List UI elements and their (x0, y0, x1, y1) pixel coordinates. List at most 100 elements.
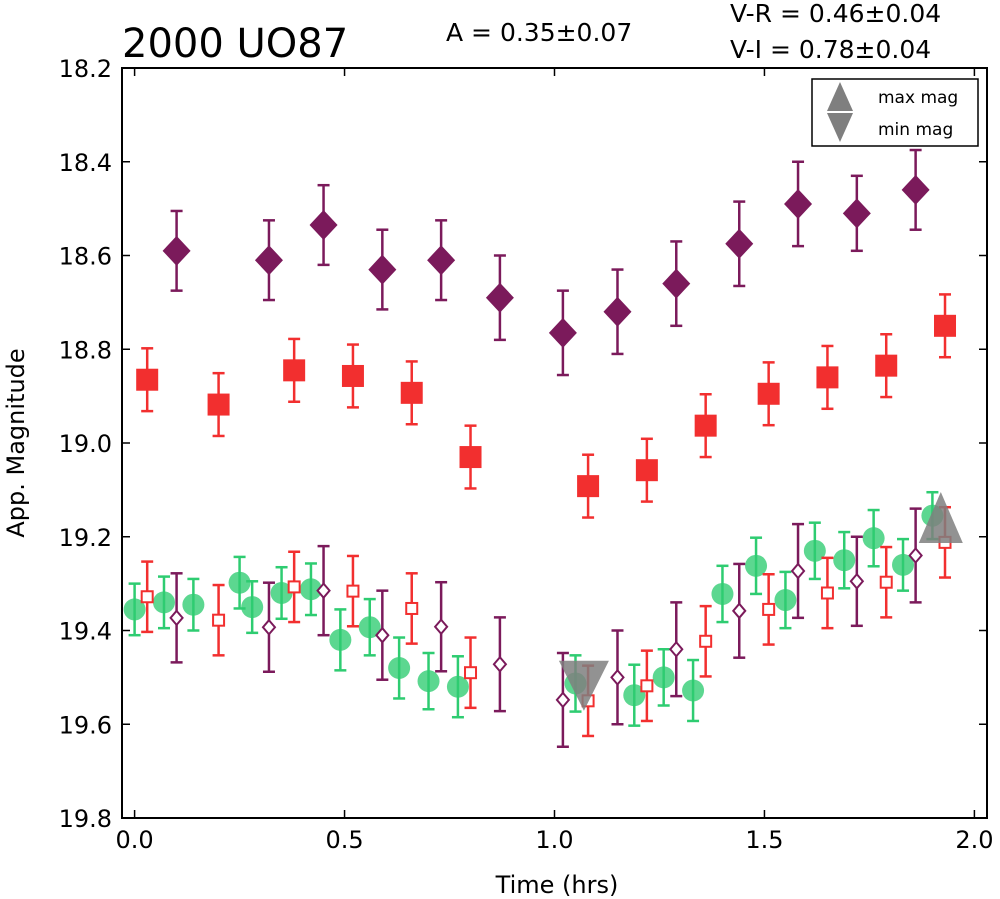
data-point (862, 527, 885, 550)
data-point (152, 591, 175, 614)
data-point (603, 296, 632, 327)
x-tick-label: 0.5 (325, 826, 363, 854)
data-point (849, 572, 865, 590)
data-point (270, 582, 293, 604)
data-point (492, 655, 508, 673)
data-point (341, 364, 364, 387)
data-point (375, 626, 390, 644)
data-point (908, 546, 923, 565)
data-point (283, 359, 306, 382)
data-point (309, 210, 338, 241)
data-point (358, 616, 381, 639)
data-point (162, 235, 191, 266)
data-point (790, 562, 806, 580)
data-point (711, 582, 734, 605)
data-point (682, 679, 705, 702)
data-point (662, 268, 691, 299)
data-point (169, 609, 184, 627)
series-square-filled (136, 293, 957, 519)
data-point (433, 618, 449, 636)
data-point (241, 596, 264, 619)
data-point (405, 601, 419, 615)
data-point (610, 668, 625, 686)
y-tick-label: 19.2 (59, 524, 112, 552)
data-point (901, 174, 930, 205)
y-tick-label: 18.6 (59, 243, 112, 271)
data-point (875, 354, 898, 377)
data-point (757, 382, 780, 405)
series-diamond-open (169, 507, 923, 748)
data-point (745, 554, 768, 577)
data-point (694, 414, 717, 437)
y-axis-title: App. Magnitude (2, 348, 30, 537)
y-tick-label: 18.8 (59, 336, 112, 364)
data-point (446, 675, 469, 698)
legend: max mag min mag (811, 78, 979, 147)
x-tick-label: 1.5 (745, 826, 783, 854)
data-point (784, 188, 813, 219)
triangle-down-icon (827, 113, 853, 142)
data-point (254, 245, 283, 276)
y-tick-label: 19.6 (59, 711, 112, 739)
data-point (485, 282, 514, 313)
y-axis: 18.2 18.4 18.6 18.8 19.0 19.2 19.4 19.6 19.8 (59, 55, 987, 833)
series-circle-filled (123, 490, 944, 727)
data-point (623, 684, 646, 707)
y-tick-label: 18.4 (59, 149, 112, 177)
y-tick-label: 19.4 (59, 618, 112, 646)
series-diamond-filled (162, 148, 930, 377)
data-point (934, 314, 957, 337)
color-vi-label: V-I = 0.78±0.04 (730, 35, 931, 64)
x-tick-label: 0.0 (116, 826, 154, 854)
data-point (182, 593, 205, 616)
data-point (228, 571, 251, 594)
data-point (635, 459, 658, 482)
data-point (417, 670, 440, 693)
legend-label-min: min mag (878, 120, 953, 140)
data-point (400, 381, 423, 404)
data-point (816, 366, 839, 389)
chart-title: 2000 UO87 (122, 21, 348, 67)
data-point (833, 549, 856, 572)
data-point (548, 317, 577, 348)
data-point (329, 628, 352, 651)
series-triangle-up (918, 492, 963, 544)
y-tick-label: 19.0 (59, 430, 112, 458)
data-point (842, 198, 871, 229)
data-point (725, 228, 754, 259)
x-axis: 0.0 0.5 1.0 1.5 2.0 (116, 68, 993, 854)
data-point (464, 666, 478, 680)
data-point (299, 578, 322, 601)
x-axis-title: Time (hrs) (495, 871, 619, 899)
data-point (388, 657, 411, 679)
data-point (640, 679, 654, 693)
data-point (261, 618, 277, 636)
data-point (287, 580, 301, 594)
data-point (212, 613, 226, 627)
y-tick-label: 19.8 (59, 805, 112, 833)
series-square-open (140, 505, 952, 738)
data-point (140, 590, 154, 604)
x-tick-label: 1.0 (535, 826, 573, 854)
data-point (762, 602, 776, 616)
data-point (368, 254, 397, 285)
data-point (699, 634, 713, 648)
data-point (731, 602, 747, 620)
data-point (668, 640, 684, 658)
data-point (427, 245, 456, 276)
data-point (316, 582, 331, 600)
data-series (123, 148, 963, 748)
series-triangle-down (558, 660, 609, 711)
min-mag-marker (558, 660, 609, 711)
data-point (820, 586, 834, 600)
x-tick-label: 2.0 (955, 826, 993, 854)
amplitude-label: A = 0.35±0.07 (446, 18, 632, 47)
data-point (803, 539, 826, 562)
data-point (346, 584, 360, 598)
legend-label-max: max mag (878, 88, 958, 108)
data-point (577, 475, 600, 498)
data-point (123, 598, 146, 621)
color-vr-label: V-R = 0.46±0.04 (730, 0, 941, 28)
